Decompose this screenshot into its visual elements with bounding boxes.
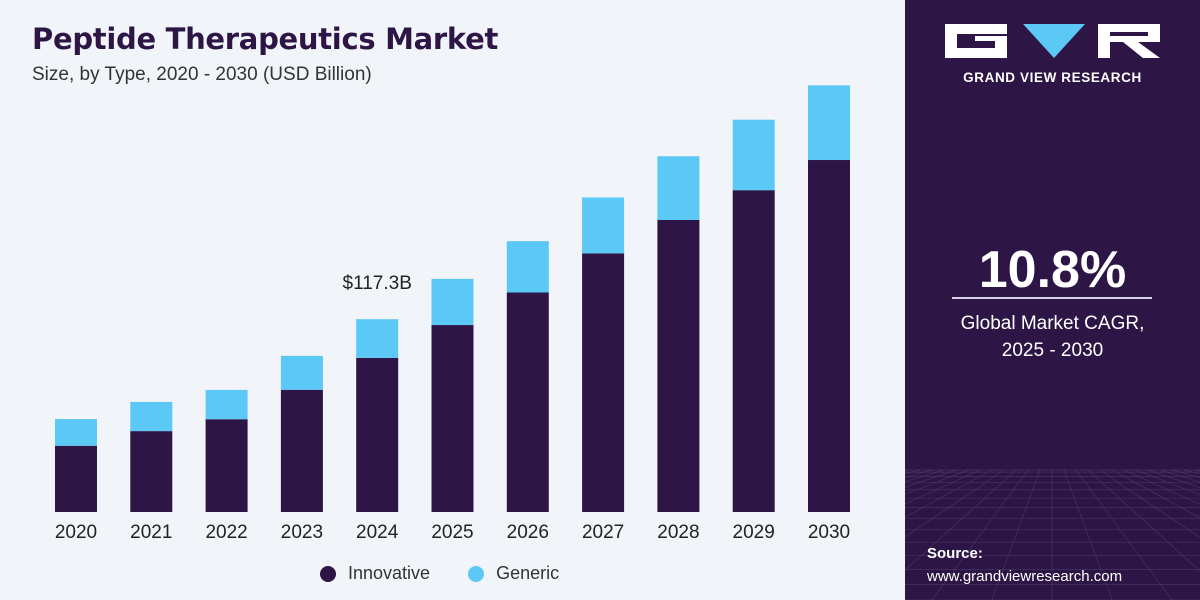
x-tick-label-2024: 2024 [356,522,399,543]
bar-generic-2028 [657,156,700,220]
bar-innovative-2022 [205,419,248,512]
cagr-label: Global Market CAGR, 2025 - 2030 [905,310,1200,364]
bar-innovative-2023 [280,389,323,512]
logo-r-mark [1098,24,1160,58]
bar-generic-2020 [55,419,97,446]
bar-generic-2026 [506,241,549,293]
chart-panel: Peptide Therapeutics Market Size, by Typ… [32,22,851,584]
cagr-divider [952,297,1152,299]
bar-generic-2021 [130,401,173,432]
cagr-value: 10.8% [978,241,1127,299]
bar-generic-2027 [582,197,625,254]
legend-label-generic: Generic [496,563,560,583]
legend-swatch-innovative [320,565,336,582]
logo-g-mark [945,24,1007,58]
x-tick-label-2022: 2022 [205,522,247,543]
x-tick-label-2020: 2020 [55,522,97,543]
x-tick-label-2029: 2029 [733,522,775,543]
x-tick-label-2027: 2027 [582,522,624,543]
brand-name: GRAND VIEW RESEARCH [963,70,1142,85]
cagr-label-line-1: Global Market CAGR, [960,313,1145,334]
x-tick-label-2026: 2026 [507,522,549,543]
bar-innovative-2028 [657,219,700,512]
bar-innovative-2026 [506,292,549,512]
chart-subtitle: Size, by Type, 2020 - 2030 (USD Billion) [32,64,372,85]
gvr-logo [945,24,1160,58]
source-link[interactable]: www.grandviewresearch.com [927,568,1123,585]
legend-item-generic: Generic [468,563,559,584]
bar-generic-2030 [808,85,850,161]
bar-chart: 2020 2021 2022 2023 2024 2025 2026 2027 2028 2029… [55,85,850,543]
bar-generic-2022 [205,389,248,420]
x-tick-label-2025: 2025 [431,522,473,543]
chart-title: Peptide Therapeutics Market [32,22,499,56]
data-label-2024: $117.3B [343,273,412,294]
bar-innovative-2025 [431,325,474,512]
bar-innovative-2027 [582,253,625,512]
bar-innovative-2029 [732,190,775,513]
cagr-label-line-2: 2025 - 2030 [1001,340,1104,361]
bar-generic-2024 [356,319,399,358]
bar-generic-2029 [732,119,775,191]
x-tick-label-2021: 2021 [130,522,172,543]
perspective-grid-decoration [905,469,1200,600]
chart-legend: Innovative Generic [320,563,597,584]
legend-item-innovative: Innovative [320,563,430,584]
bar-innovative-2020 [55,445,97,512]
bar-innovative-2021 [130,431,173,512]
x-tick-label-2028: 2028 [657,522,699,543]
bar-innovative-2030 [808,160,850,512]
x-tick-label-2023: 2023 [281,522,323,543]
logo-v-mark [1023,24,1085,58]
bar-generic-2025 [431,278,474,326]
x-tick-label-2030: 2030 [808,522,850,543]
legend-label-innovative: Innovative [348,563,431,583]
info-sidebar: GRAND VIEW RESEARCH 10.8% Global Market … [905,0,1200,600]
bar-innovative-2024 [356,357,399,512]
legend-swatch-generic [468,565,485,582]
bar-generic-2023 [280,355,323,390]
source-label: Source: [927,545,983,562]
